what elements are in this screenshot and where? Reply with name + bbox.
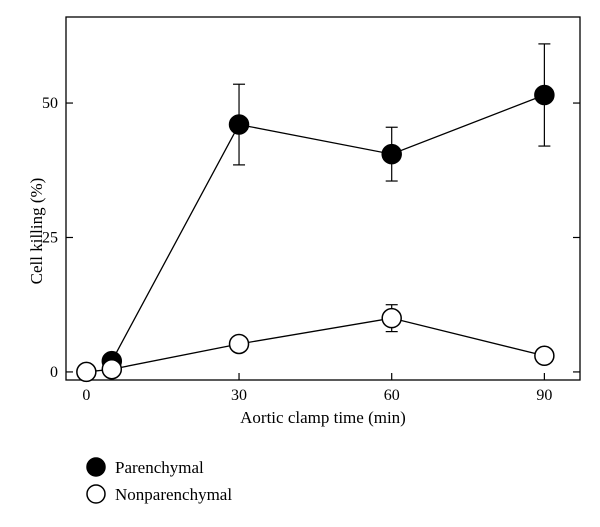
x-tick-label: 0 [82, 387, 90, 404]
series-layer [76, 43, 555, 383]
data-point-parenchymal [228, 114, 250, 135]
y-tick-label: 0 [50, 364, 58, 381]
data-point-nonparenchymal [381, 307, 402, 329]
data-point-parenchymal [381, 143, 402, 165]
data-point-nonparenchymal [534, 345, 555, 367]
data-point-parenchymal [534, 84, 555, 106]
y-tick-label: 50 [42, 95, 58, 112]
x-axis-label: Aortic clamp time (min) [240, 408, 406, 427]
y-axis-ticks: 0 25 50 [42, 95, 580, 381]
series-line-nonparenchymal [86, 317, 545, 373]
y-tick-label: 25 [42, 229, 58, 246]
series-line-parenchymal [111, 94, 545, 362]
x-tick-label: 60 [384, 387, 400, 404]
x-tick-label: 90 [536, 387, 552, 404]
legend-label-parenchymal: Parenchymal [115, 458, 204, 477]
x-tick-label: 30 [231, 387, 247, 404]
data-point-nonparenchymal [228, 333, 250, 355]
x-axis-ticks: 0 30 60 90 [82, 373, 552, 404]
data-point-nonparenchymal [76, 361, 97, 383]
legend-marker-nonparenchymal [86, 484, 106, 504]
legend-label-nonparenchymal: Nonparenchymal [115, 485, 232, 504]
y-axis-label: Cell killing (%) [27, 178, 46, 285]
plot-frame [65, 16, 581, 381]
legend: Parenchymal Nonparenchymal [86, 457, 232, 504]
legend-marker-parenchymal [86, 457, 106, 477]
data-point-nonparenchymal [101, 358, 123, 380]
